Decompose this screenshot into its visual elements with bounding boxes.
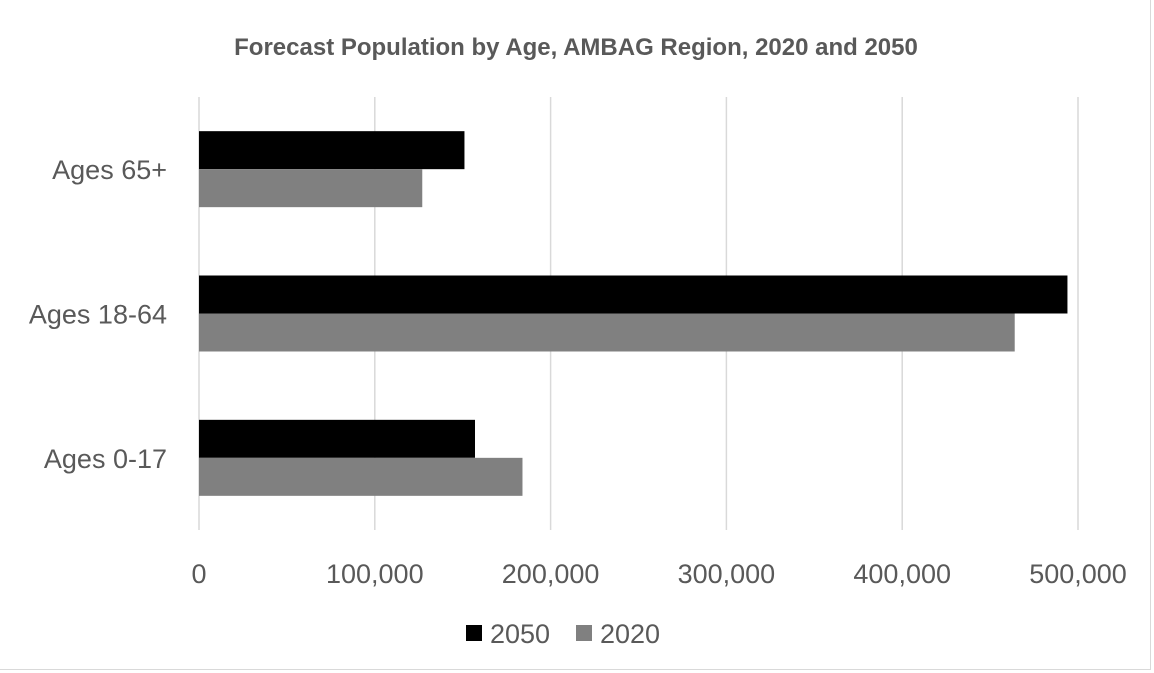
category-label: Ages 65+ [52,155,167,185]
legend: 2050 2020 [466,619,660,649]
x-tick-label: 100,000 [326,559,424,589]
legend-label: 2050 [490,619,550,649]
x-tick-label: 0 [191,559,206,589]
bar-2050 [199,275,1068,314]
x-tick-label: 300,000 [678,559,776,589]
category-labels: Ages 65+ Ages 18-64 Ages 0-17 [29,155,167,474]
legend-swatch [576,625,592,641]
bar-2050 [199,419,476,458]
x-tick-label: 400,000 [853,559,951,589]
x-axis-tick-labels: 0 100,000 200,000 300,000 400,000 500,000 [191,559,1126,589]
legend-swatch [466,625,482,641]
bar-2020 [199,457,523,496]
x-tick-label: 500,000 [1029,559,1127,589]
chart-title: Forecast Population by Age, AMBAG Region… [234,34,918,61]
category-label: Ages 18-64 [29,300,167,330]
bar-2020 [199,169,423,208]
bar-2020 [199,313,1015,352]
x-tick-label: 200,000 [502,559,600,589]
legend-label: 2020 [600,619,660,649]
bar-2050 [199,131,465,170]
bars-layer [199,131,1068,496]
category-label: Ages 0-17 [44,444,167,474]
